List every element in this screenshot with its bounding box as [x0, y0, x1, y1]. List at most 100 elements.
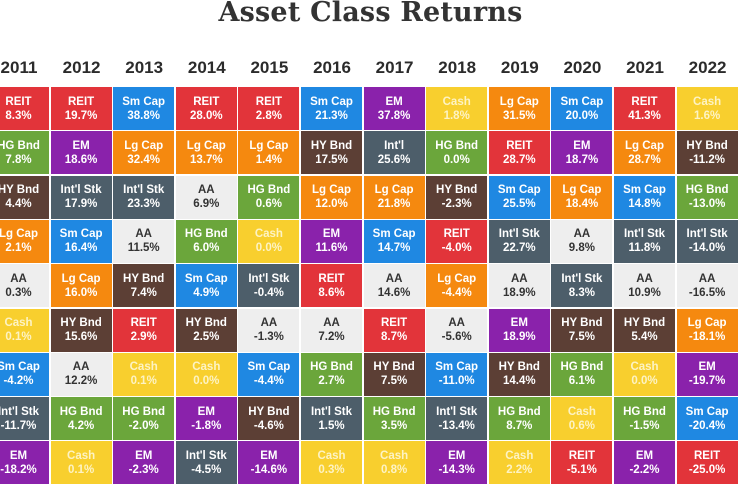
chart-title: Asset Class Returns	[218, 0, 523, 28]
return-cell: HY Bnd 7.4%	[113, 264, 175, 308]
year-header: 2017	[375, 58, 414, 77]
return-value: -25.0%	[688, 463, 726, 476]
return-value: -19.7%	[688, 375, 726, 388]
asset-label: Cash	[4, 317, 33, 329]
return-cell: Cash 0.0%	[614, 352, 675, 396]
return-cell: EM -18.2%	[0, 441, 49, 485]
return-value: 2.9%	[130, 331, 157, 343]
asset-label: AA	[448, 317, 465, 329]
return-cell: Lg Cap 13.7%	[175, 131, 237, 175]
asset-label: Cash	[630, 361, 659, 374]
asset-label: EM	[9, 449, 28, 462]
asset-label: HG Bnd	[685, 184, 729, 197]
asset-label: Lg Cap	[249, 139, 289, 152]
return-value: 25.6%	[377, 153, 411, 166]
asset-label: HG Bnd	[0, 139, 40, 152]
return-value: -5.1%	[566, 463, 597, 476]
return-cell: Sm Cap -4.2%	[0, 352, 49, 396]
asset-label: Sm Cap	[372, 228, 416, 241]
asset-label: HY Bnd	[60, 317, 102, 329]
return-value: 17.5%	[315, 153, 348, 166]
return-value: -18.2%	[0, 463, 37, 476]
asset-label: Sm Cap	[0, 361, 40, 374]
asset-label: HY Bnd	[0, 184, 40, 197]
asset-label: AA	[260, 317, 278, 329]
return-value: -2.0%	[128, 419, 159, 432]
return-value: 2.7%	[318, 375, 345, 388]
return-value: 28.0%	[189, 109, 223, 122]
asset-label: HY Bnd	[623, 317, 666, 329]
return-cell: Lg Cap -18.1%	[676, 308, 738, 352]
asset-label: EM	[573, 139, 591, 152]
return-value: 14.4%	[502, 375, 536, 388]
asset-label: REIT	[5, 95, 32, 108]
asset-label: Lg Cap	[374, 184, 414, 197]
return-cell: Lg Cap -4.4%	[426, 264, 488, 308]
asset-label: AA	[72, 361, 90, 374]
return-value: 14.7%	[377, 242, 411, 255]
asset-label: HY Bnd	[123, 272, 165, 285]
return-cell: AA 10.9%	[614, 264, 675, 308]
return-cell: HG Bnd 4.2%	[50, 397, 112, 441]
asset-label: Int'l	[384, 139, 405, 152]
asset-label: Int'l Stk	[60, 184, 102, 197]
year-header: 2022	[688, 58, 727, 77]
return-value: -14.6%	[250, 463, 288, 476]
asset-label: REIT	[506, 139, 533, 152]
asset-label: HY Bnd	[248, 405, 290, 418]
return-value: 12.0%	[315, 198, 348, 211]
asset-label: EM	[72, 139, 90, 152]
return-value: 21.8%	[377, 198, 411, 211]
return-value: -13.4%	[438, 419, 475, 432]
return-cell: HG Bnd 3.5%	[363, 397, 425, 441]
return-value: -13.0%	[688, 198, 726, 211]
return-value: -4.4%	[253, 375, 284, 388]
return-value: 2.8%	[255, 109, 282, 122]
asset-label: Lg Cap	[499, 95, 539, 108]
return-cell: Sm Cap 4.9%	[175, 264, 237, 308]
asset-label: AA	[385, 272, 403, 285]
return-value: 28.7%	[628, 153, 661, 166]
return-cell: HG Bnd -2.0%	[113, 397, 175, 441]
asset-label: HG Bnd	[184, 228, 228, 241]
asset-label: Cash	[442, 95, 471, 108]
return-value: 7.4%	[130, 286, 157, 299]
asset-label: HG Bnd	[59, 405, 103, 418]
return-cell: Lg Cap 12.0%	[301, 175, 362, 219]
asset-label: Lg Cap	[312, 184, 351, 197]
asset-label: REIT	[693, 449, 721, 462]
return-value: 13.7%	[189, 153, 223, 166]
return-cell: EM 37.8%	[363, 87, 425, 130]
return-cell: Lg Cap 32.4%	[113, 131, 175, 175]
asset-label: AA	[323, 317, 340, 329]
return-value: 20.0%	[565, 109, 599, 122]
return-cell: Int'l Stk 17.9%	[50, 175, 112, 219]
year-header: 2015	[250, 58, 289, 77]
return-value: 2.1%	[5, 242, 32, 255]
asset-label: Int'l Stk	[436, 405, 478, 418]
return-cell: HY Bnd -4.6%	[238, 397, 300, 441]
return-cell: HY Bnd 7.5%	[551, 308, 613, 352]
return-value: 38.8%	[127, 109, 160, 122]
asset-label: Sm Cap	[59, 228, 103, 241]
return-value: 12.2%	[64, 375, 98, 388]
return-value: 21.3%	[315, 109, 348, 122]
asset-label: HG Bnd	[435, 139, 479, 152]
return-value: 0.1%	[67, 463, 95, 476]
asset-label: HY Bnd	[686, 139, 728, 152]
return-cell: Sm Cap 14.8%	[614, 175, 675, 219]
asset-label: Int'l Stk	[561, 272, 603, 285]
asset-label: EM	[448, 449, 466, 462]
asset-label: HG Bnd	[560, 361, 604, 374]
return-cell: Int'l Stk 8.3%	[551, 264, 613, 308]
return-cell: Int'l Stk -14.0%	[676, 219, 738, 263]
return-cell: REIT 28.7%	[488, 131, 550, 175]
return-value: 22.7%	[502, 242, 536, 255]
asset-label: Int'l Stk	[123, 184, 165, 197]
asset-label: Int'l Stk	[310, 405, 353, 418]
return-value: 1.6%	[693, 109, 721, 122]
return-value: 0.1%	[5, 331, 32, 343]
asset-label: Int'l Stk	[498, 228, 540, 241]
return-cell: EM -2.3%	[113, 441, 175, 485]
return-value: 1.4%	[255, 153, 282, 166]
